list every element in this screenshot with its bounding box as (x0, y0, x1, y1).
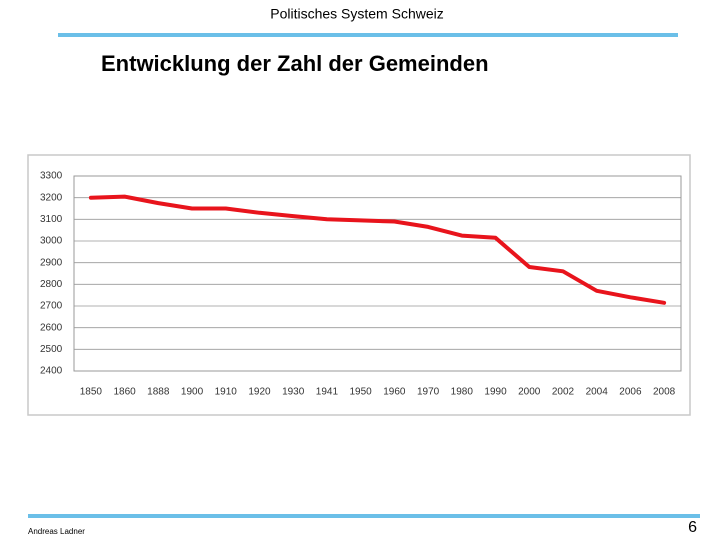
x-tick-label: 1970 (417, 387, 440, 398)
x-tick-label: 1900 (181, 387, 204, 398)
chart-frame (27, 154, 691, 416)
y-tick-label: 3100 (40, 214, 63, 225)
x-tick-label: 1960 (383, 387, 406, 398)
x-tick-label: 1888 (147, 387, 170, 398)
x-tick-label: 1860 (113, 387, 136, 398)
x-tick-label: 1941 (316, 387, 339, 398)
x-tick-label: 1990 (484, 387, 507, 398)
slide-header: Politisches System Schweiz (270, 6, 444, 22)
x-tick-label: 2006 (619, 387, 642, 398)
y-tick-label: 2600 (40, 322, 63, 333)
y-tick-label: 2700 (40, 301, 63, 312)
data-line (88, 194, 667, 305)
y-tick-label: 2400 (40, 366, 63, 377)
x-tick-label: 1920 (248, 387, 271, 398)
x-tick-label: 1930 (282, 387, 305, 398)
x-tick-label: 2002 (552, 387, 575, 398)
x-tick-label: 1980 (451, 387, 474, 398)
x-tick-label: 1950 (350, 387, 373, 398)
x-tick-label: 2008 (653, 387, 676, 398)
y-tick-label: 2500 (40, 344, 63, 355)
y-tick-label: 3300 (40, 171, 63, 182)
x-tick-label: 1850 (80, 387, 103, 398)
x-tick-label: 2000 (518, 387, 541, 398)
y-tick-label: 2900 (40, 257, 63, 268)
y-tick-label: 2800 (40, 279, 63, 290)
x-tick-label: 1910 (215, 387, 238, 398)
y-tick-label: 3000 (40, 236, 63, 247)
footer-author: Andreas Ladner (28, 527, 85, 536)
x-tick-label: 2004 (586, 387, 609, 398)
y-tick-label: 3200 (40, 192, 63, 203)
page-number: 6 (688, 519, 697, 536)
chart-title: Entwicklung der Zahl der Gemeinden (101, 51, 489, 76)
